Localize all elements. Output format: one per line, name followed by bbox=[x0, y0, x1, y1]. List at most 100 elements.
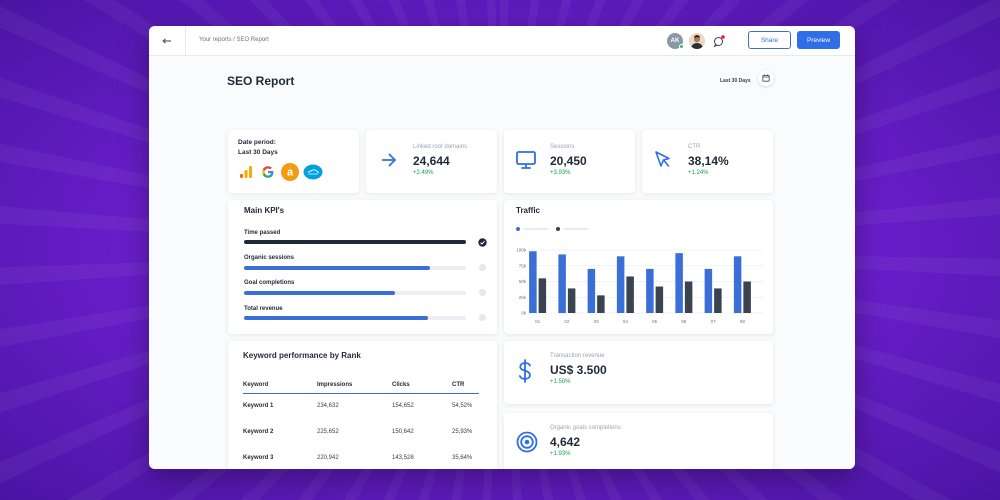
avatar-initials: AK bbox=[670, 38, 680, 44]
metric-card-sessions[interactable]: Sessions 20,450 +3.93% bbox=[504, 130, 635, 193]
user-photo-icon bbox=[689, 33, 705, 49]
kpi-label: Time passed bbox=[244, 230, 281, 236]
kpi-progress-fill bbox=[244, 266, 431, 270]
metric-card-ctr[interactable]: CTR 38,14% +1.24% bbox=[642, 130, 773, 193]
ctr-cell: 35,64% bbox=[452, 455, 473, 461]
preview-button[interactable]: Preview bbox=[797, 31, 840, 49]
y-tick-label: 50k bbox=[519, 279, 527, 284]
ctr-cell: 54,52% bbox=[452, 403, 473, 410]
clicks-cell: 154,652 bbox=[392, 403, 414, 410]
clicks-cell: 143,528 bbox=[392, 455, 414, 461]
metric-label: Linked root domains bbox=[413, 144, 468, 150]
metric-value: US$ 3.500 bbox=[550, 363, 607, 377]
bar bbox=[655, 286, 664, 313]
calendar-icon bbox=[762, 74, 770, 82]
dollar-icon bbox=[518, 359, 531, 383]
bar bbox=[587, 268, 596, 313]
metric-label: Sessions bbox=[550, 144, 575, 150]
keyword-performance-title: Keyword performance by Rank bbox=[243, 351, 361, 360]
date-period-card[interactable]: Date period: Last 30 Days a bbox=[228, 130, 359, 193]
comments-icon[interactable] bbox=[712, 34, 726, 48]
app-window: Your reports / SEO Report AK Share Previ… bbox=[149, 26, 855, 469]
keyword-cell: Keyword 3 bbox=[243, 455, 274, 461]
traffic-title: Traffic bbox=[516, 206, 541, 215]
avatar[interactable]: AK bbox=[667, 33, 684, 49]
status-dot bbox=[479, 264, 486, 271]
user-avatar[interactable] bbox=[689, 33, 705, 49]
table-header-row: Keyword Impressions Clicks CTR bbox=[243, 377, 479, 394]
y-tick-label: 0k bbox=[521, 311, 527, 316]
impressions-cell: 220,942 bbox=[317, 455, 339, 461]
page-title: SEO Report bbox=[227, 74, 295, 88]
salesforce-icon bbox=[303, 164, 323, 180]
keyword-performance-card[interactable]: Keyword performance by Rank Keyword Impr… bbox=[228, 341, 497, 469]
legend-marker bbox=[556, 227, 560, 231]
column-header: Impressions bbox=[317, 377, 392, 394]
bar bbox=[646, 268, 654, 313]
back-arrow-icon bbox=[162, 38, 171, 44]
x-tick-label: 04 bbox=[623, 319, 629, 324]
metric-value: 4,642 bbox=[550, 435, 581, 449]
target-icon bbox=[516, 431, 538, 453]
bar bbox=[704, 268, 713, 313]
ctr-cell: 25,93% bbox=[452, 429, 473, 435]
kpi-label: Organic sessions bbox=[244, 255, 295, 261]
keyword-table: Keyword Impressions Clicks CTR Keyword 1… bbox=[243, 377, 479, 469]
organic-goals-card[interactable]: Organic goals completions 4,642 +1.93% bbox=[504, 413, 773, 469]
bar bbox=[675, 253, 683, 313]
kpi-progress-bar bbox=[244, 316, 466, 320]
kpi-label: Total revenue bbox=[244, 306, 283, 312]
metric-card-linked-root-domains[interactable]: Linked root domains 24,644 +2.49% bbox=[366, 130, 497, 193]
metric-label: Transaction revenue bbox=[550, 353, 605, 359]
metric-value: 20,450 bbox=[550, 154, 587, 168]
date-filter-label[interactable]: Last 30 Days bbox=[720, 78, 751, 84]
breadcrumb[interactable]: Your reports / SEO Report bbox=[199, 37, 269, 43]
svg-text:a: a bbox=[287, 167, 294, 179]
share-button[interactable]: Share bbox=[748, 31, 791, 49]
table-row[interactable]: Keyword 1 234,632 154,652 54,52% bbox=[243, 393, 479, 419]
keyword-cell: Keyword 1 bbox=[243, 403, 274, 410]
arrow-right-icon bbox=[381, 153, 396, 167]
kpi-progress-bar bbox=[244, 240, 466, 244]
x-tick-label: 08 bbox=[740, 319, 746, 324]
status-dot bbox=[479, 314, 486, 321]
x-tick-label: 02 bbox=[564, 319, 570, 324]
y-tick-label: 75k bbox=[519, 263, 527, 268]
bar bbox=[684, 281, 693, 313]
google-analytics-icon bbox=[240, 166, 252, 178]
y-tick-label: 100k bbox=[516, 248, 527, 253]
metric-delta: +1.93% bbox=[550, 451, 571, 457]
traffic-card[interactable]: Traffic 100k 75k 50k 25k 0k 01 02 03 04 05 06 07 08 bbox=[504, 200, 773, 334]
metric-delta: +1.50% bbox=[550, 379, 571, 385]
kpi-progress-fill bbox=[244, 291, 395, 295]
keyword-cell: Keyword 2 bbox=[243, 429, 274, 435]
kpi-progress-fill bbox=[244, 316, 429, 320]
check-icon bbox=[478, 238, 487, 247]
main-kpis-card[interactable]: Main KPI's Time passed Organic sessions … bbox=[228, 200, 497, 334]
traffic-bar-chart: 100k 75k 50k 25k 0k 01 02 03 04 05 06 07 08 bbox=[516, 227, 763, 324]
kpi-label: Goal completions bbox=[244, 280, 295, 286]
online-indicator bbox=[679, 44, 684, 49]
date-period-value: Last 30 Days bbox=[238, 149, 278, 156]
column-header: CTR bbox=[452, 377, 479, 394]
top-bar: Your reports / SEO Report AK Share Previ… bbox=[149, 26, 855, 56]
metric-delta: +1.24% bbox=[688, 170, 709, 176]
back-button[interactable] bbox=[149, 26, 186, 56]
bar bbox=[529, 251, 537, 313]
metric-label: CTR bbox=[688, 144, 701, 150]
metric-label: Organic goals completions bbox=[550, 425, 621, 431]
transaction-revenue-card[interactable]: Transaction revenue US$ 3.500 +1.50% bbox=[504, 341, 773, 404]
clicks-cell: 150,642 bbox=[392, 429, 414, 435]
table-row[interactable]: Keyword 3 220,942 143,528 35,64% bbox=[243, 445, 479, 469]
kpi-progress-bar bbox=[244, 266, 466, 270]
x-tick-label: 05 bbox=[652, 319, 658, 324]
bar bbox=[743, 281, 751, 313]
kpi-progress-bar bbox=[244, 291, 466, 295]
calendar-button[interactable] bbox=[758, 70, 774, 86]
bar bbox=[558, 254, 566, 313]
google-icon bbox=[262, 166, 274, 178]
table-row[interactable]: Keyword 2 225,652 150,642 25,93% bbox=[243, 419, 479, 445]
metric-delta: +2.49% bbox=[413, 170, 434, 176]
status-dot bbox=[479, 289, 486, 296]
impressions-cell: 225,652 bbox=[317, 429, 339, 435]
